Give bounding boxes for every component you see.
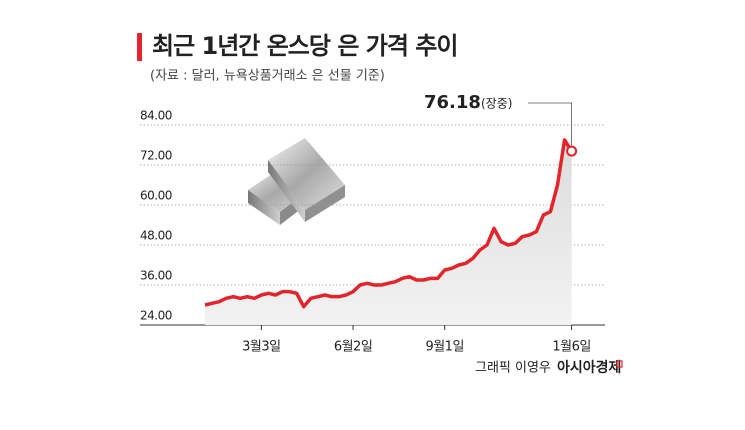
x-tick-label: 9월1일 [425,340,463,355]
y-tick-label: 84.00 [140,109,172,123]
y-tick-label: 36.00 [140,269,172,283]
x-tick-label: 6월2일 [334,340,372,355]
annotation: (장중) [481,97,512,111]
source: 아시아경제 [557,359,621,376]
value-label: 76.18 [424,92,481,113]
last-point [566,145,578,157]
chart-title: 최근 1년간 온스당 은 가격 추이 [152,32,457,60]
y-tick-label: 60.00 [140,189,172,203]
line [204,138,574,309]
leader-line [528,102,572,152]
source-icon [616,360,623,368]
chart-subtitle: (자료 : 달러, 뉴욕상품거래소 은 선물 기준) [150,69,385,84]
y-tick-label: 72.00 [140,149,172,163]
x-tick-label: 3월3일 [242,340,280,355]
area [205,140,572,325]
y-tick-label: 24.00 [140,309,172,323]
credit: 그래픽 이영우 [475,361,551,376]
x-tick-label: 1월6일 [552,340,590,355]
y-tick-label: 48.00 [140,229,172,243]
silver-bars [248,138,345,225]
title-bar [137,33,142,61]
